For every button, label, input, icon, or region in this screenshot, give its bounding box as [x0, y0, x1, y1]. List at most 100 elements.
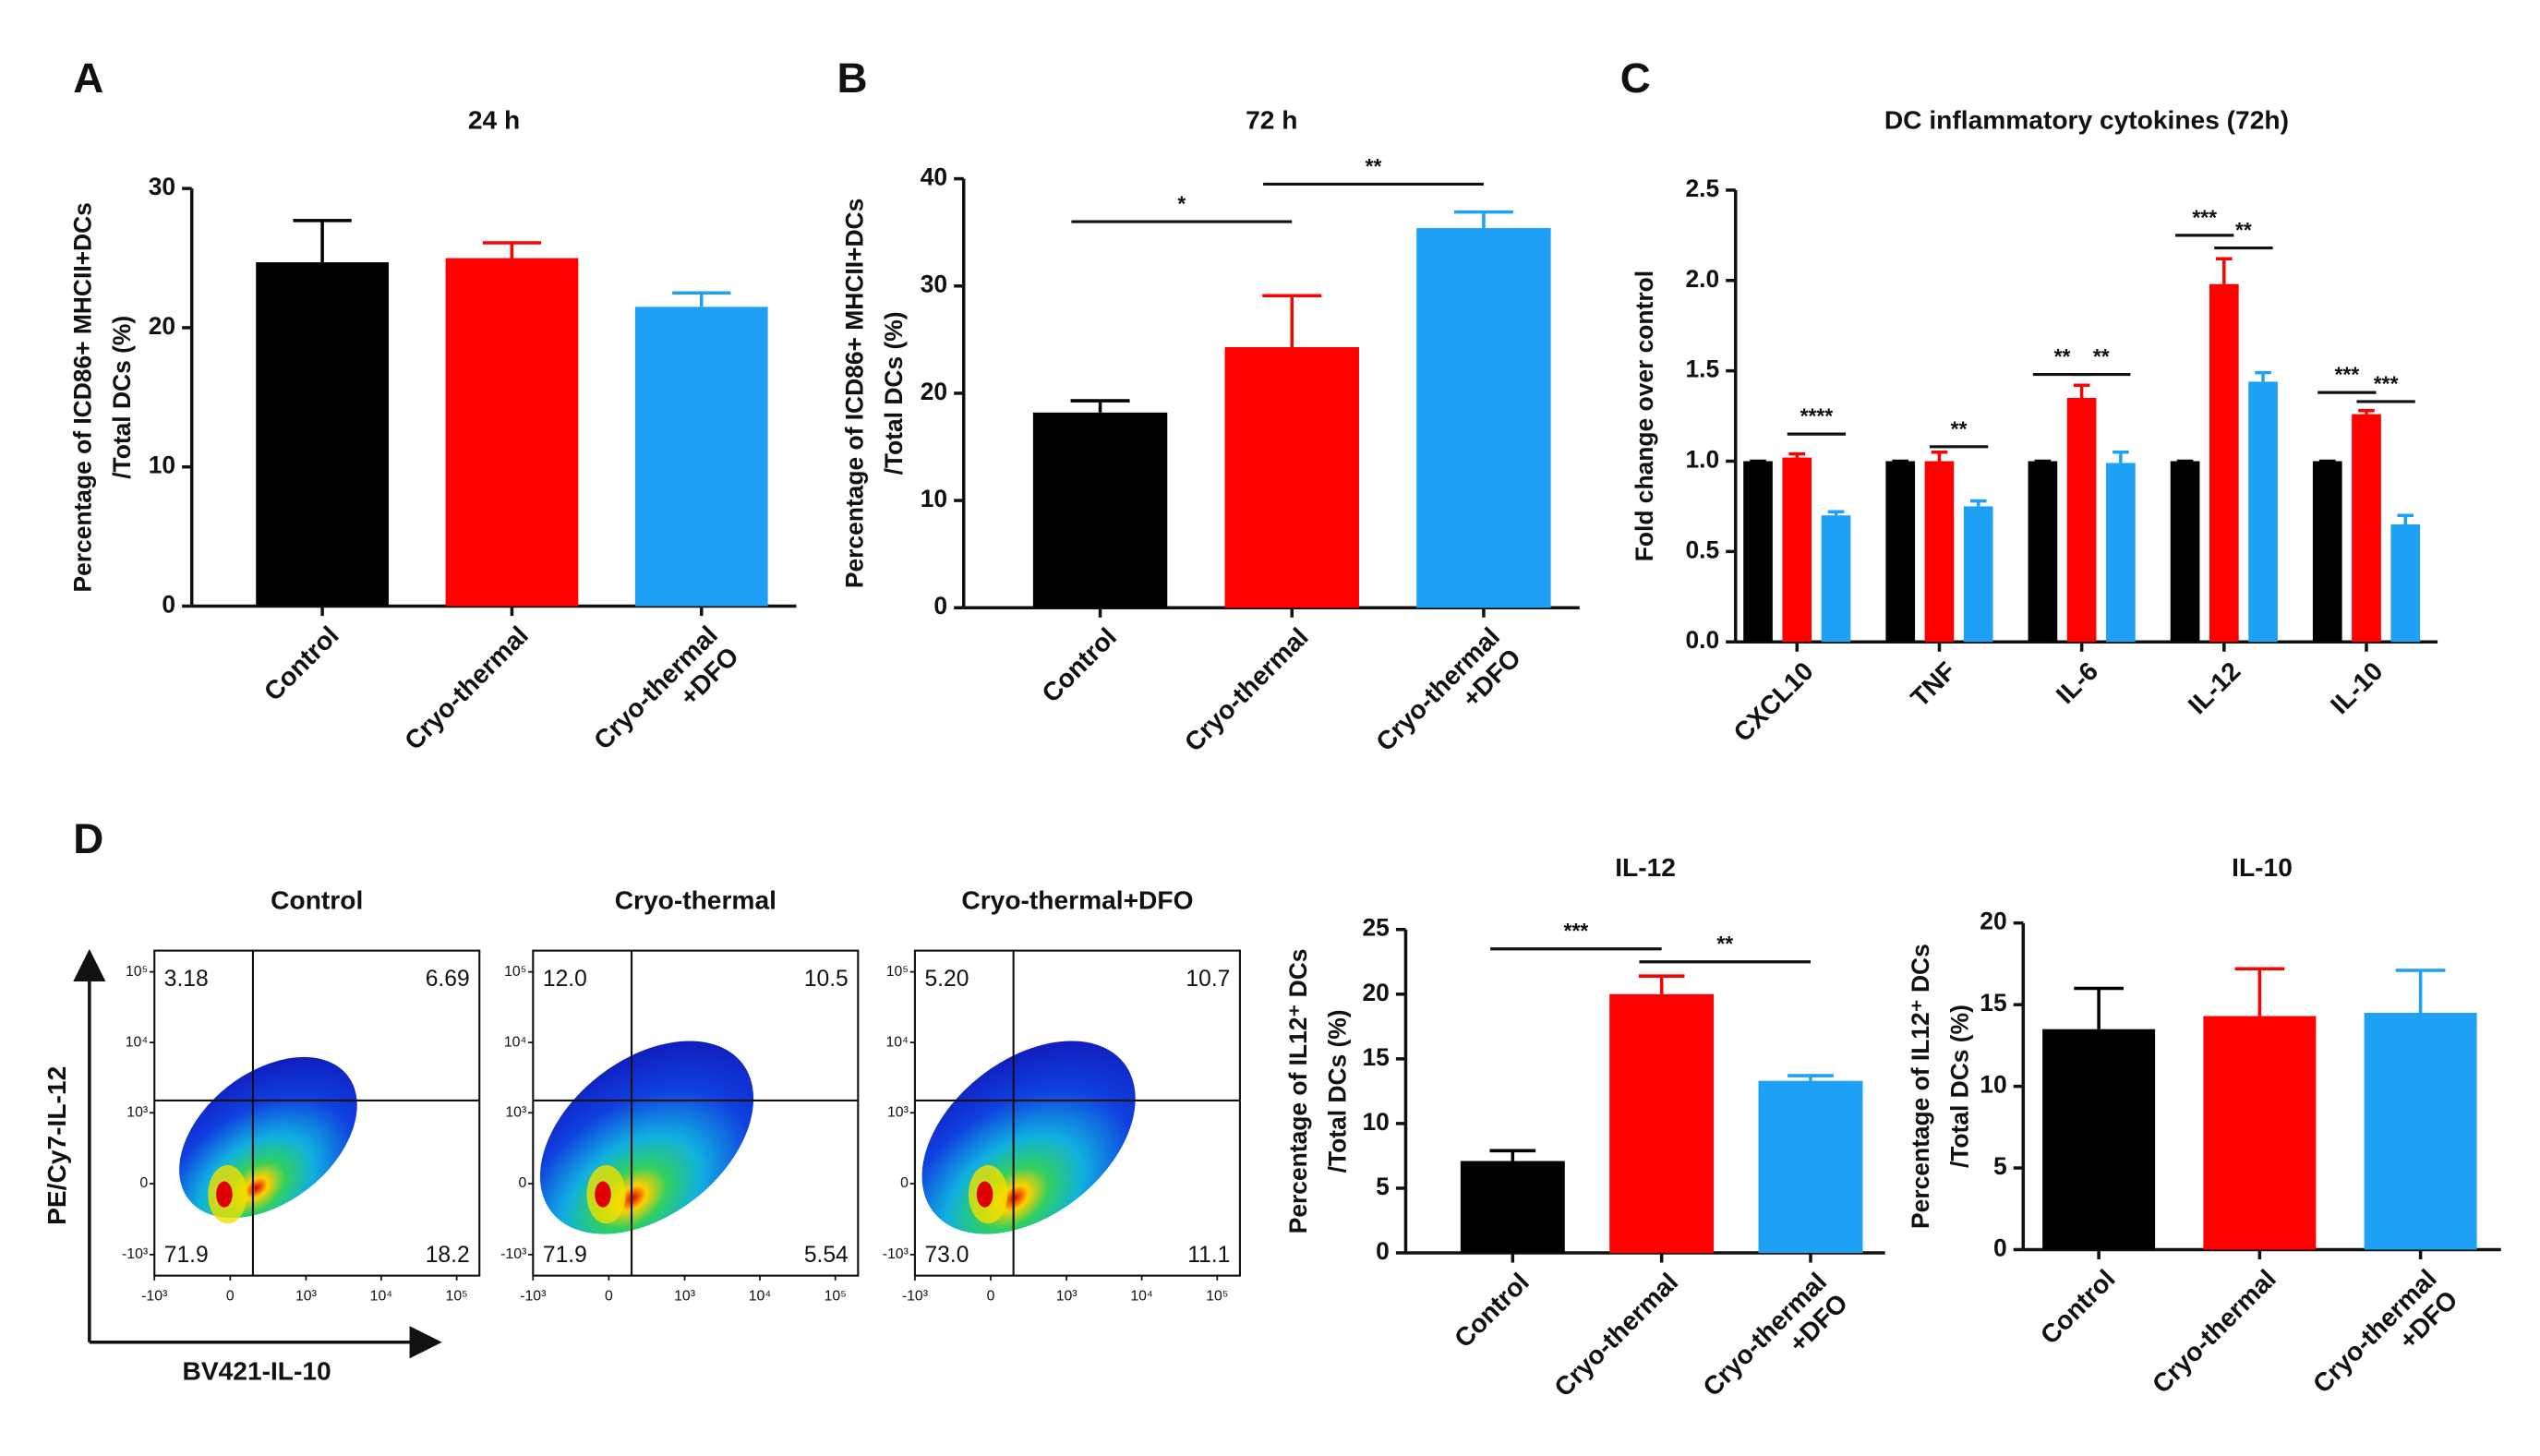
x-tick-label: 10⁵: [825, 1289, 847, 1305]
y-tick-label: 25: [1363, 914, 1390, 942]
x-tick-label: Cryo-thermal: [399, 620, 534, 755]
quadrant-value: 10.7: [1186, 967, 1230, 992]
x-tick-label: 0: [226, 1289, 235, 1305]
y-axis-label: /Total DCs (%): [1323, 1009, 1351, 1173]
bar: [2042, 1029, 2156, 1250]
x-tick-label: Control: [1449, 1268, 1535, 1354]
quadrant-value: 3.18: [164, 967, 209, 992]
y-tick-label: 10: [1980, 1071, 2006, 1099]
y-tick-label: 40: [921, 163, 947, 191]
y-tick-label: 30: [149, 173, 175, 200]
chart-title: IL-12: [1615, 853, 1676, 882]
x-tick-label: TNF: [1905, 656, 1961, 713]
x-tick-label: 10³: [674, 1289, 695, 1305]
x-tick-label: -10³: [141, 1289, 167, 1305]
bar: [1032, 412, 1168, 608]
quadrant-value: 5.20: [924, 967, 969, 992]
x-tick-label: Control: [1036, 622, 1122, 708]
density-outer: [921, 1041, 1136, 1234]
density-peak: [595, 1181, 611, 1208]
bar: [256, 262, 389, 607]
significance-label: *: [1177, 192, 1186, 216]
y-tick-label: 20: [1980, 908, 2006, 935]
y-tick-label: 0: [518, 1175, 526, 1191]
y-tick-label: 5: [1376, 1173, 1390, 1200]
y-tick-label: 10³: [887, 1104, 909, 1120]
y-tick-label: 10⁵: [886, 964, 909, 980]
quadrant-value: 6.69: [426, 967, 470, 992]
panel-letter: A: [73, 54, 103, 102]
density-peak: [216, 1181, 233, 1208]
y-tick-label: 10: [921, 485, 947, 512]
density: [179, 1056, 357, 1224]
bar: [1224, 346, 1359, 608]
bar: [2312, 461, 2342, 643]
y-tick-label: 5: [1993, 1152, 2007, 1180]
panel-letter: C: [1620, 54, 1651, 102]
y-axis-label: /Total DCs (%): [108, 316, 136, 479]
y-tick-label: 1.0: [1685, 445, 1719, 473]
significance-label: ****: [1800, 404, 1834, 428]
flow-ylabel: PE/Cy7-IL-12: [42, 1066, 71, 1225]
bar: [634, 307, 768, 607]
y-tick-label: 0: [139, 1175, 148, 1191]
bar: [1782, 457, 1812, 643]
density: [539, 1041, 754, 1234]
y-tick-label: 20: [1363, 979, 1390, 1006]
x-tick-label: 10⁵: [446, 1289, 468, 1305]
quadrant-value: 11.1: [1187, 1243, 1230, 1268]
y-tick-label: 0.0: [1685, 626, 1719, 654]
chart-title: DC inflammatory cytokines (72h): [1884, 105, 2289, 134]
bar: [2170, 461, 2200, 643]
y-tick-label: 15: [1363, 1043, 1390, 1071]
significance-label: **: [2093, 344, 2110, 368]
panel-letter: B: [837, 54, 867, 102]
bar: [1885, 461, 1916, 643]
x-tick-label: 10⁴: [749, 1289, 772, 1305]
y-tick-label: 2.5: [1685, 174, 1719, 202]
bar: [2209, 283, 2239, 643]
y-axis-label: Percentage of ICD86+ MHCII+DCs: [841, 199, 869, 588]
y-tick-label: 30: [921, 271, 947, 298]
significance-label: **: [2235, 218, 2252, 242]
quadrant-value: 10.5: [804, 967, 849, 992]
significance-label: ***: [2374, 371, 2399, 395]
density-outer: [179, 1056, 357, 1219]
significance-label: **: [1951, 416, 1968, 440]
plot-title: Cryo-thermal: [615, 885, 776, 914]
x-tick-label: Control: [259, 620, 344, 706]
bar: [2066, 397, 2097, 643]
quadrant-value: 71.9: [543, 1243, 587, 1268]
bar: [1743, 461, 1773, 643]
bar: [1758, 1080, 1863, 1253]
x-tick-label: Cryo-thermal: [1179, 622, 1314, 757]
y-tick-label: 0: [162, 590, 175, 618]
bar: [2028, 461, 2058, 643]
y-tick-label: 0: [1376, 1237, 1390, 1265]
y-tick-label: 20: [149, 312, 175, 340]
significance-label: **: [1366, 154, 1382, 178]
x-tick-label: IL-6: [2051, 656, 2103, 709]
x-tick-label: Cryo-thermal+DFO: [2307, 1264, 2463, 1420]
plot-title: Control: [271, 885, 363, 914]
y-tick-label: 10: [149, 451, 175, 479]
significance-label: **: [2054, 344, 2071, 368]
x-tick-label: 10⁵: [1206, 1289, 1228, 1305]
y-tick-label: -10³: [122, 1246, 148, 1262]
x-tick-label: Cryo-thermal+DFO: [589, 620, 745, 776]
y-axis-label: Fold change over control: [1631, 271, 1658, 561]
bar: [445, 258, 579, 607]
significance-label: ***: [2192, 205, 2217, 229]
bar: [2352, 414, 2381, 643]
significance-label: ***: [2335, 363, 2360, 387]
plot-title: Cryo-thermal+DFO: [961, 885, 1193, 914]
bar: [1821, 515, 1851, 643]
y-tick-label: 0: [1993, 1233, 2007, 1261]
x-tick-label: -10³: [902, 1289, 928, 1305]
bar: [1460, 1161, 1565, 1253]
bar: [2390, 524, 2421, 643]
y-tick-label: 0: [900, 1175, 909, 1191]
chart-title: IL-10: [2232, 853, 2293, 882]
x-tick-label: 10⁴: [370, 1289, 393, 1305]
